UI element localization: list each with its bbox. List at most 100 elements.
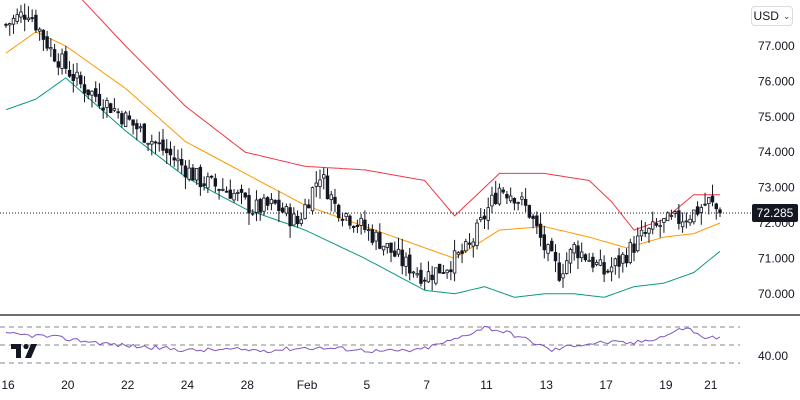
candle-body xyxy=(355,224,360,228)
candle-body xyxy=(385,242,389,248)
candle-body xyxy=(209,175,214,178)
candle-body xyxy=(161,139,165,151)
candle-body xyxy=(561,273,565,279)
candle-body xyxy=(419,269,423,284)
candle-body xyxy=(8,23,12,26)
candle-body xyxy=(101,107,105,111)
time-tick-label: 13 xyxy=(540,378,554,392)
candle-body xyxy=(179,158,184,166)
candle-body xyxy=(307,204,311,209)
candle-body xyxy=(86,89,90,96)
candle-body xyxy=(127,115,132,120)
candle-body xyxy=(295,215,300,225)
candle-body xyxy=(381,245,386,251)
candle-body xyxy=(505,194,509,199)
candle-body xyxy=(404,256,408,267)
candle-body xyxy=(408,254,412,274)
candle-body xyxy=(94,88,98,97)
lower-band-line xyxy=(5,77,721,298)
candle-body xyxy=(22,14,27,20)
candle-body xyxy=(520,196,524,200)
candle-body xyxy=(138,126,143,129)
candle-body xyxy=(4,23,8,26)
candle-body xyxy=(45,36,49,49)
candle-body xyxy=(150,141,154,145)
candle-body xyxy=(318,179,322,187)
price-axis: 77.00076.00075.00074.00073.00072.00071.0… xyxy=(758,39,795,301)
candle-body xyxy=(71,73,75,81)
candle-body xyxy=(636,235,640,252)
candle-body xyxy=(396,248,401,255)
candle-body xyxy=(232,192,236,201)
candle-body xyxy=(576,245,580,259)
candle-body xyxy=(393,250,397,257)
candle-body xyxy=(280,207,285,213)
candle-body xyxy=(75,71,79,79)
candle-body xyxy=(594,261,599,265)
candle-body xyxy=(662,218,666,223)
candle-body xyxy=(310,187,315,212)
candle-body xyxy=(351,226,356,228)
candle-body xyxy=(26,17,31,21)
candle-body xyxy=(632,243,636,253)
candle-body xyxy=(415,273,419,276)
rsi-band-lines xyxy=(0,326,740,364)
candle-body xyxy=(49,47,53,50)
candle-body xyxy=(684,220,689,223)
candle-body xyxy=(703,203,707,206)
candle-body xyxy=(236,192,240,194)
candle-body xyxy=(112,108,117,111)
candle-body xyxy=(389,242,393,253)
candle-body xyxy=(277,199,281,212)
candle-body xyxy=(613,258,618,267)
candle-body xyxy=(598,259,603,266)
rsi-line xyxy=(5,325,721,354)
candle-body xyxy=(628,242,632,263)
candle-body xyxy=(183,165,188,178)
candle-body xyxy=(527,205,532,218)
time-tick-label: 22 xyxy=(121,378,135,392)
candle-body xyxy=(621,253,625,264)
candle-body xyxy=(512,198,517,204)
upper-band-line xyxy=(81,0,720,231)
candle-body xyxy=(370,229,375,243)
candle-body xyxy=(206,176,210,189)
candle-body xyxy=(523,198,528,206)
candle-body xyxy=(639,229,644,237)
candle-body xyxy=(131,119,135,126)
candle-body xyxy=(348,215,352,226)
time-tick-label: 24 xyxy=(181,378,195,392)
time-tick-label: 16 xyxy=(1,378,15,392)
candle-body xyxy=(135,123,139,130)
candle-body xyxy=(718,209,722,214)
candle-body xyxy=(79,75,83,85)
candle-body xyxy=(714,203,718,210)
candle-body xyxy=(445,269,449,274)
candle-body xyxy=(471,241,475,247)
candle-body xyxy=(494,192,498,204)
candle-body xyxy=(475,222,479,246)
candle-body xyxy=(41,29,46,40)
candle-body xyxy=(617,255,621,267)
currency-selector-button[interactable]: USD ⌄ xyxy=(751,6,793,26)
candle-body xyxy=(90,90,94,96)
candle-body xyxy=(11,17,16,25)
candlestick-series xyxy=(4,3,722,291)
candle-body xyxy=(337,204,341,219)
middle-band-line xyxy=(5,31,721,259)
rsi-series-line xyxy=(5,325,721,354)
candle-body xyxy=(165,148,169,154)
candle-body xyxy=(172,157,176,161)
candle-body xyxy=(710,195,715,203)
candle-body xyxy=(441,272,446,274)
candle-body xyxy=(120,113,124,125)
candle-body xyxy=(366,229,371,231)
price-tick-label: 76.000 xyxy=(758,74,795,88)
candle-body xyxy=(665,212,670,222)
candle-body xyxy=(538,223,543,238)
candle-body xyxy=(490,194,494,207)
candle-body xyxy=(565,260,569,274)
candle-body xyxy=(153,141,158,144)
candle-body xyxy=(247,195,251,214)
